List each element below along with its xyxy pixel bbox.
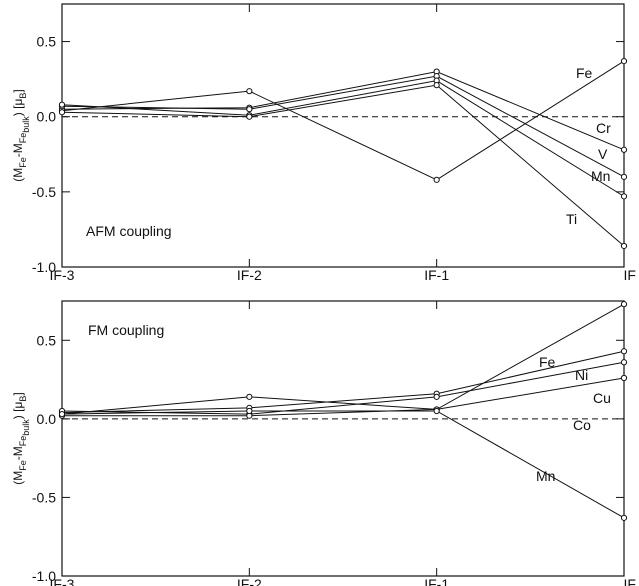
data-point [433, 407, 440, 415]
series-line-ti [61, 84, 625, 247]
data-point [58, 101, 66, 108]
data-point [246, 88, 253, 95]
data-point [620, 146, 628, 153]
y-axis-label: (MFe-MFebulk) [μB] [11, 392, 31, 484]
data-point [433, 176, 440, 183]
y-tick-label: 0.5 [37, 34, 57, 50]
series-label: Fe [576, 65, 593, 81]
series-line-fe [61, 303, 625, 415]
series-line-mn [61, 80, 625, 197]
data-point [620, 301, 628, 308]
y-tick-label: 0.0 [37, 109, 57, 125]
data-point [620, 359, 628, 366]
series-ti: Ti [58, 82, 628, 250]
data-point [246, 393, 253, 400]
data-point [620, 173, 628, 180]
data-point [58, 109, 66, 116]
series-cr: Cr [58, 68, 628, 153]
data-point [620, 348, 628, 355]
data-point [620, 242, 628, 250]
data-point [433, 393, 440, 400]
data-point [246, 407, 253, 415]
data-point [246, 113, 253, 120]
y-tick-label: -0.5 [32, 184, 56, 200]
series-label: Mn [591, 168, 610, 184]
x-tick-label: IF-2 [237, 576, 262, 586]
series-label: Fe [539, 354, 556, 370]
data-point [620, 193, 628, 200]
data-point [246, 106, 253, 113]
y-tick-label: -0.5 [32, 489, 56, 505]
x-tick-label: IF [624, 576, 636, 586]
series-mn: Mn [58, 407, 628, 521]
bottom-panel: 0.50.0-0.5-1.0IF-3 IF-2 IF-1 IFFeNiCuCoMnFM… [11, 300, 636, 586]
x-tick-label: IF [624, 267, 636, 283]
coupling-label: FM coupling [88, 322, 164, 338]
y-axis-label: (MFe-MFebulk) [μB] [11, 89, 31, 181]
x-tick-label: IF-1 [424, 576, 449, 586]
series-label: Mn [536, 468, 555, 484]
coupling-label: AFM coupling [86, 223, 172, 239]
x-tick-label: IF-1 [424, 267, 449, 283]
series-fe: Fe [58, 301, 628, 418]
data-point [620, 514, 628, 521]
series-line-co [62, 377, 625, 417]
plot-frame [61, 3, 625, 268]
series-line-ni [61, 350, 625, 414]
data-point [58, 411, 66, 418]
data-point [620, 58, 628, 65]
y-tick-label: 0.0 [37, 411, 57, 427]
top-panel: 0.5 0.0 -0.5 -1.0IF-3 IF-2 IF-1 IF Fe Cr V Mn Ti AFM… [11, 3, 636, 283]
series-mn: Mn [58, 77, 628, 200]
y-tick-label: -1.0 [32, 568, 56, 584]
y-tick-label: -1.0 [32, 259, 56, 275]
series-label: Cu [593, 390, 611, 406]
series-line-cr [61, 71, 625, 151]
x-tick-label: IF-2 [237, 267, 262, 283]
data-point [433, 82, 440, 89]
x-tick-label: IF-3 [50, 576, 75, 586]
series-label: Cr [596, 120, 611, 136]
series-line-v [61, 75, 625, 178]
x-tick-label: IF-3 [50, 267, 75, 283]
plot-frame [61, 300, 625, 577]
y-tick-label: 0.5 [37, 332, 57, 348]
series-label: Co [573, 417, 591, 433]
series-label: V [598, 146, 608, 162]
series-label: Ti [566, 211, 577, 227]
series-co: Co [58, 374, 628, 433]
series-line-fe [61, 60, 625, 181]
series-line-mn [61, 410, 625, 519]
series-fe: Fe [58, 58, 628, 183]
data-point [620, 374, 628, 382]
